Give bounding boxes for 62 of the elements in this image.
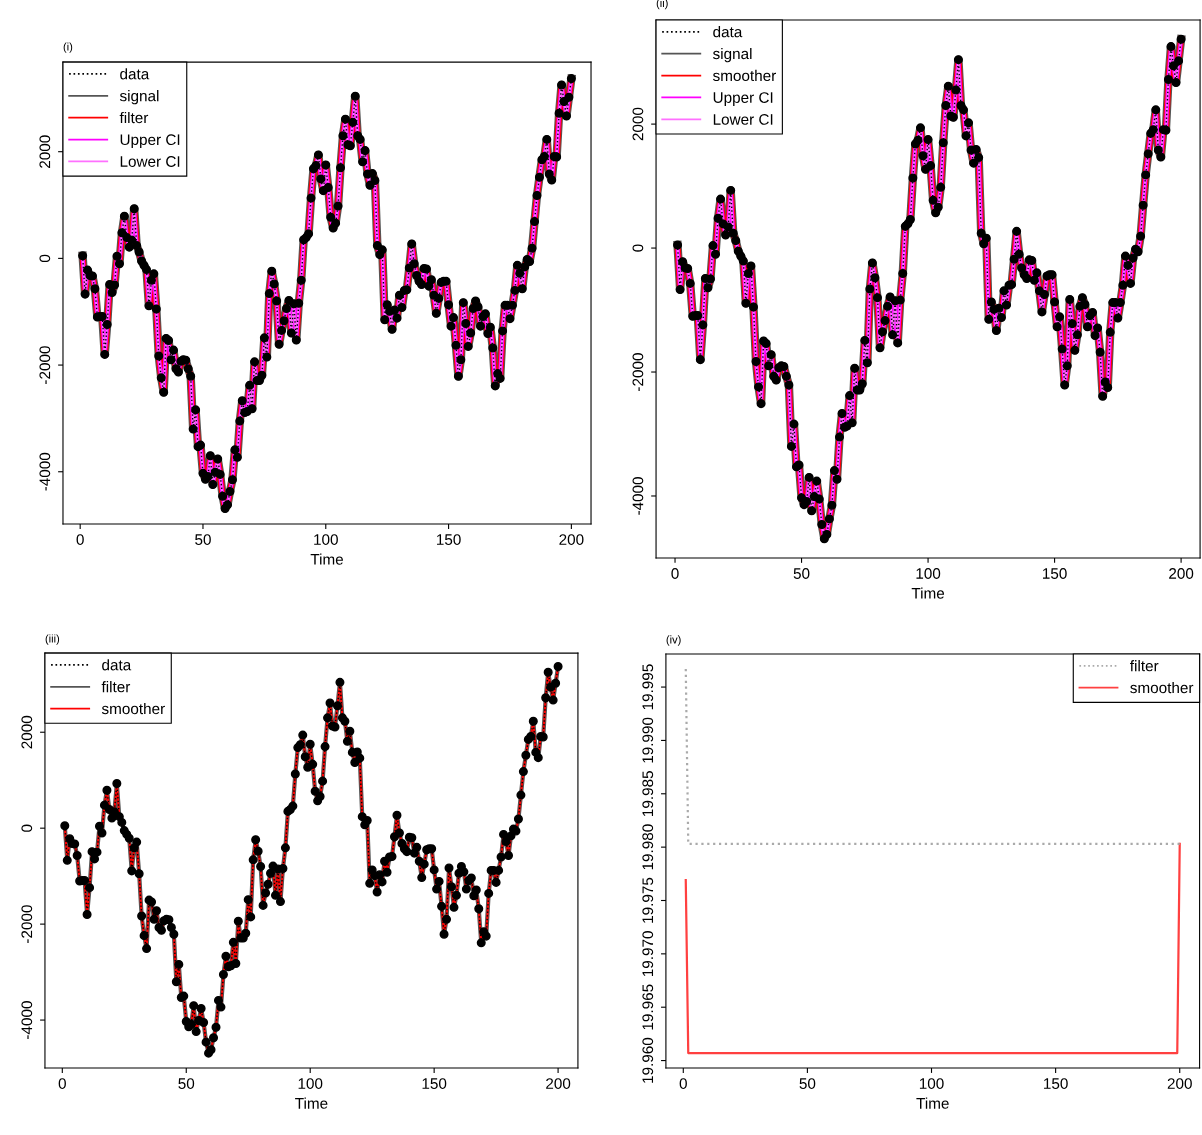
legend-label: signal — [119, 90, 159, 105]
y-tick-label: -4000 — [632, 477, 644, 515]
chart-title: (iv) — [666, 635, 681, 646]
x-tick-label: 150 — [1044, 1078, 1068, 1089]
y-tick-label: -2000 — [21, 905, 33, 943]
y-tick-label: 19.980 — [642, 824, 654, 870]
x-tick-label: 100 — [314, 534, 338, 545]
x-tick-label: 0 — [76, 534, 84, 545]
x-tick-label: 0 — [58, 1078, 66, 1089]
y-tick-label: 19.990 — [642, 717, 654, 763]
legend-label: Lower CI — [120, 156, 180, 167]
legend-label: Upper CI — [713, 92, 773, 106]
legend-label: smoother — [101, 702, 165, 715]
y-tick-label: 19.970 — [642, 931, 654, 977]
y-tick-label: -2000 — [39, 346, 51, 384]
legend-label: filter — [101, 681, 131, 693]
legend-label: smoother — [1130, 681, 1194, 694]
x-axis-title: Time — [295, 1097, 328, 1109]
x-tick-label: 200 — [559, 534, 584, 545]
legend-label: filter — [119, 111, 149, 124]
x-tick-label: 50 — [178, 1078, 195, 1089]
y-tick-label: 2000 — [21, 715, 33, 749]
y-tick-label: 0 — [632, 244, 644, 252]
y-tick-label: 19.975 — [642, 877, 654, 923]
legend-label: filter — [1130, 660, 1159, 672]
x-tick-label: 200 — [546, 1078, 571, 1089]
x-tick-label: 100 — [298, 1078, 323, 1089]
x-tick-label: 100 — [919, 1078, 944, 1089]
legend-label: Upper CI — [120, 134, 180, 149]
y-tick-label: 0 — [21, 824, 33, 832]
y-tick-label: -4000 — [21, 1001, 33, 1039]
legend-label: Lower CI — [713, 114, 773, 125]
x-tick-label: 0 — [671, 568, 679, 579]
x-tick-label: 150 — [1043, 568, 1067, 579]
x-tick-label: 0 — [679, 1078, 687, 1089]
x-tick-label: 150 — [437, 534, 461, 545]
y-tick-label: 19.995 — [642, 664, 654, 710]
y-tick-label: 19.985 — [642, 771, 654, 816]
y-tick-label: -2000 — [632, 353, 644, 391]
x-tick-label: 100 — [916, 568, 941, 579]
x-tick-label: 150 — [422, 1078, 447, 1089]
x-tick-label: 50 — [793, 568, 810, 579]
x-axis-title: Time — [310, 553, 344, 565]
legend-label: data — [120, 68, 150, 80]
x-axis-title: Time — [911, 587, 945, 599]
y-tick-label: 2000 — [632, 107, 644, 141]
legend-label: smoother — [713, 69, 777, 82]
legend-label: data — [102, 659, 132, 671]
y-tick-label: 0 — [39, 254, 51, 263]
x-tick-label: 50 — [195, 534, 211, 545]
y-tick-label: -4000 — [39, 452, 51, 491]
legend-label: signal — [713, 47, 752, 63]
y-tick-label: 2000 — [39, 135, 51, 168]
x-tick-label: 50 — [799, 1078, 816, 1089]
x-axis-title: Time — [916, 1097, 949, 1109]
y-tick-label: 19.965 — [642, 984, 654, 1030]
x-tick-label: 200 — [1167, 1078, 1192, 1089]
chart-title: (i) — [63, 42, 73, 53]
legend-label: data — [713, 26, 743, 38]
x-tick-label: 200 — [1169, 568, 1194, 579]
chart-title: (iii) — [45, 634, 60, 645]
y-tick-label: 19.960 — [642, 1037, 654, 1083]
